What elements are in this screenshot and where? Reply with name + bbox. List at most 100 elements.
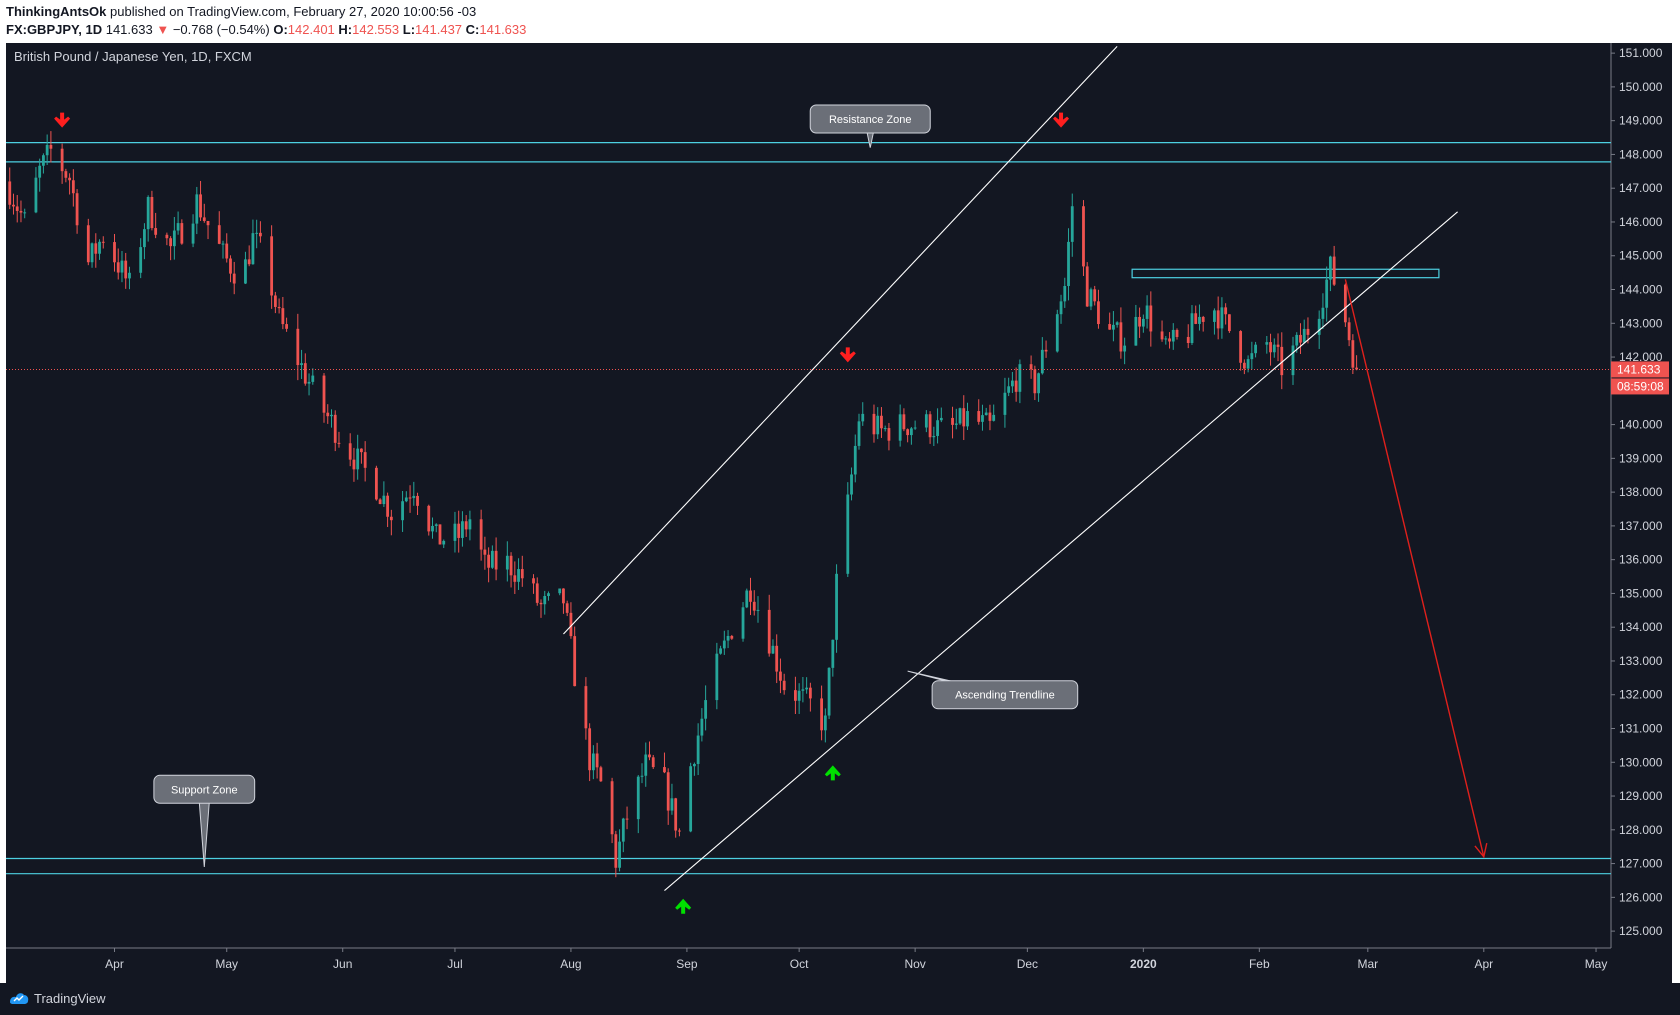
- candle-body: [595, 753, 599, 768]
- candle-body: [782, 680, 786, 691]
- candle-body: [483, 549, 487, 555]
- candle-body: [128, 272, 131, 279]
- up-arrow-icon: [824, 765, 841, 781]
- candle-body: [94, 243, 98, 254]
- candle-body: [700, 718, 704, 736]
- candle-body: [273, 295, 277, 307]
- close-label: C:: [465, 22, 480, 37]
- candle-body: [981, 415, 984, 422]
- footer-brand[interactable]: TradingView: [34, 991, 106, 1006]
- candle-body: [749, 590, 752, 602]
- candle-body: [378, 499, 382, 505]
- candle-body: [951, 417, 954, 425]
- price-tick-label: 138.000: [1619, 485, 1663, 499]
- candle-body: [517, 569, 520, 582]
- price-tick-label: 139.000: [1619, 451, 1663, 465]
- price-tick-label: 133.000: [1619, 654, 1663, 668]
- candle-body: [363, 452, 367, 468]
- candle-body: [71, 180, 75, 194]
- candle-body: [232, 273, 236, 284]
- candle-body: [195, 194, 199, 224]
- candle-body: [1291, 345, 1295, 376]
- price-tick-label: 145.000: [1619, 249, 1663, 263]
- candle-body: [307, 381, 311, 384]
- candle-body: [416, 495, 419, 506]
- candle-body: [928, 414, 932, 438]
- ascending-trendline-line: [664, 211, 1458, 892]
- candle-body: [543, 596, 547, 605]
- time-tick-label: May: [215, 957, 238, 971]
- price-tick-label: 147.000: [1619, 181, 1663, 195]
- candle-body: [876, 415, 880, 435]
- candle-body: [191, 223, 195, 244]
- candle-body: [573, 636, 577, 687]
- candle-body: [169, 238, 173, 247]
- tradingview-logo-icon[interactable]: [8, 990, 30, 1006]
- candle-body: [217, 225, 221, 244]
- candle-body: [49, 144, 53, 149]
- candle-body: [1108, 324, 1112, 330]
- candle-body: [610, 781, 614, 835]
- candle-body: [831, 639, 835, 668]
- low-label: L:: [402, 22, 416, 37]
- candle-body: [1097, 301, 1100, 325]
- candle-body: [281, 308, 285, 325]
- time-tick-label: Jul: [447, 957, 462, 971]
- candle-body: [861, 413, 865, 422]
- candle-body: [756, 609, 760, 611]
- candle-body: [715, 653, 719, 701]
- candle-body: [42, 155, 45, 166]
- candle-body: [797, 690, 801, 701]
- channel-upper-line: [563, 45, 1118, 635]
- candle-body: [270, 236, 274, 296]
- candle-body: [116, 262, 120, 273]
- candle-body: [146, 196, 150, 230]
- candle-body: [401, 501, 404, 521]
- candle-body: [68, 177, 72, 181]
- candle-body: [1213, 310, 1216, 322]
- candle-body: [509, 555, 513, 576]
- candle-body: [1250, 353, 1254, 360]
- candle-body: [569, 612, 573, 637]
- candle-body: [277, 306, 281, 309]
- candle-body: [640, 775, 644, 777]
- marker-shape: [54, 112, 71, 128]
- candle-body: [244, 259, 247, 284]
- candle-body: [1082, 206, 1085, 267]
- candle-body: [348, 443, 352, 460]
- price-tick-label: 148.000: [1619, 147, 1663, 161]
- candle-body: [719, 648, 722, 654]
- candle-body: [663, 767, 666, 773]
- candle-body: [887, 428, 891, 441]
- marker-shape: [675, 898, 692, 914]
- range-box: [1131, 268, 1440, 279]
- symbol-ohlc: FX:GBPJPY, 1D 141.633 ▼ −0.768 (−0.54%) …: [6, 22, 526, 37]
- change-value: −0.768 (−0.54%): [172, 22, 270, 37]
- candle-body: [958, 408, 962, 424]
- price-chart[interactable]: 125.000 126.000 127.000 128.000 129.000 130.0…: [6, 43, 1672, 983]
- candle-body: [1115, 322, 1119, 325]
- candle-body: [165, 234, 169, 239]
- candle-body: [1018, 364, 1022, 392]
- time-tick-label: Sep: [676, 957, 698, 971]
- candle-body: [1246, 359, 1250, 369]
- candle-body: [1044, 349, 1048, 352]
- symbol-label: FX:GBPJPY, 1D: [6, 22, 103, 37]
- candle-body: [45, 144, 49, 156]
- candle-body: [741, 607, 745, 639]
- publisher-name[interactable]: ThinkingAntsOk: [6, 4, 107, 19]
- marker-shape: [839, 347, 856, 363]
- candle-body: [704, 700, 708, 719]
- candle-body: [648, 754, 651, 758]
- candle-body: [1003, 392, 1007, 415]
- chart-area[interactable]: [6, 43, 1672, 983]
- candle-body: [666, 772, 670, 811]
- last-price-badge: [1611, 361, 1669, 378]
- open-value: 142.401: [287, 22, 335, 37]
- candle-body: [15, 206, 19, 211]
- chart-title: British Pound / Japanese Yen, 1D, FXCM: [14, 49, 252, 64]
- candle-body: [1010, 380, 1014, 387]
- callout-support-zone: Support Zone: [153, 774, 256, 867]
- candle-body: [932, 435, 936, 438]
- candle-body: [562, 588, 565, 604]
